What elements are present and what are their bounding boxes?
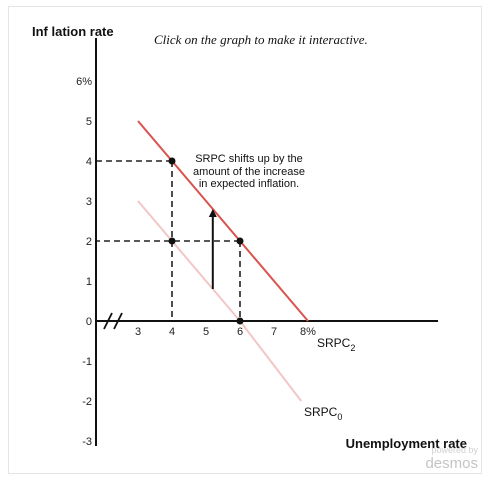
data-point-1	[168, 237, 176, 245]
srpc2-label: SRPC2	[317, 336, 355, 353]
srpc0-label: SRPC0	[304, 405, 342, 422]
y-tick-label-1: 5	[86, 116, 92, 128]
shift-arrow-icon	[208, 209, 217, 289]
tick-labels: 3 4 5 6 7 8% 6% 5 4 3 2 1 0 -1 -2 -3	[76, 76, 316, 448]
series-line-1	[137, 200, 302, 402]
x-tick-label-7: 7	[271, 326, 277, 338]
data-point-0	[168, 157, 176, 165]
y-tick-label-8: -2	[82, 396, 92, 408]
x-tick-label-4: 4	[169, 326, 175, 338]
y-tick-label-7: -1	[82, 356, 92, 368]
y-tick-label-9: -3	[82, 436, 92, 448]
x-tick-label-5: 5	[203, 326, 209, 338]
y-tick-label-6: 0	[86, 316, 92, 328]
axis-break-icon	[103, 312, 123, 330]
axis-break-stroke-1	[103, 312, 113, 330]
data-point-2	[236, 237, 244, 245]
desmos-logo: desmos	[425, 455, 478, 472]
interactive-hint: Click on the graph to make it interactiv…	[154, 32, 368, 47]
y-tick-label-0: 6%	[76, 76, 92, 88]
annotation-line-3: in expected inflation.	[199, 178, 299, 190]
powered-by-text: powered by	[431, 445, 478, 455]
y-tick-label-3: 3	[86, 196, 92, 208]
x-tick-label-3: 3	[135, 326, 141, 338]
x-tick-label-8: 8%	[300, 326, 316, 338]
y-tick-label-4: 2	[86, 236, 92, 248]
y-tick-label-5: 1	[86, 276, 92, 288]
x-axis-title: Unemployment rate	[346, 436, 467, 451]
series-line-0	[137, 120, 309, 322]
points-group	[168, 157, 244, 325]
y-tick-label-2: 4	[86, 156, 92, 168]
annotation-line-1: SRPC shifts up by the	[195, 153, 303, 165]
axis-break-stroke-2	[113, 312, 123, 330]
x-tick-label-6: 6	[237, 326, 243, 338]
axes	[95, 38, 438, 446]
data-point-3	[236, 317, 244, 325]
y-axis-title: Inf lation rate	[32, 24, 114, 39]
arrow-head	[208, 209, 217, 217]
graph-frame[interactable]	[8, 6, 482, 474]
annotation-line-2: amount of the increase	[193, 166, 305, 178]
